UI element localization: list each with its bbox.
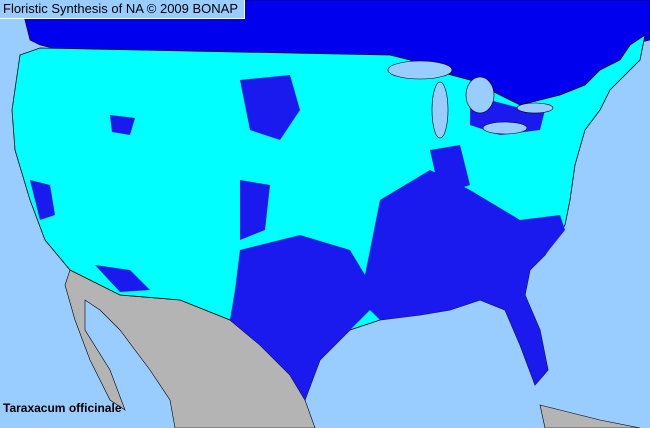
dense-area-california: [30, 180, 55, 220]
lake-ontario: [516, 102, 554, 114]
lake-superior: [387, 60, 453, 80]
great-lakes: [387, 60, 554, 139]
dense-area-arizona: [95, 265, 150, 292]
map-title: Floristic Synthesis of NA © 2009 BONAP: [0, 0, 246, 19]
species-label: Taraxacum officinale: [3, 401, 122, 415]
lake-michigan: [431, 81, 449, 139]
dense-area-plains: [240, 75, 300, 140]
lake-erie: [482, 121, 528, 135]
dense-area-southeast: [360, 170, 565, 385]
dense-area-kansas: [240, 180, 270, 240]
dense-area-texas: [230, 235, 380, 400]
cuba: [539, 404, 641, 428]
dense-area-ohio: [430, 145, 470, 195]
lake-huron: [465, 76, 495, 114]
dense-area-idaho: [110, 115, 135, 135]
